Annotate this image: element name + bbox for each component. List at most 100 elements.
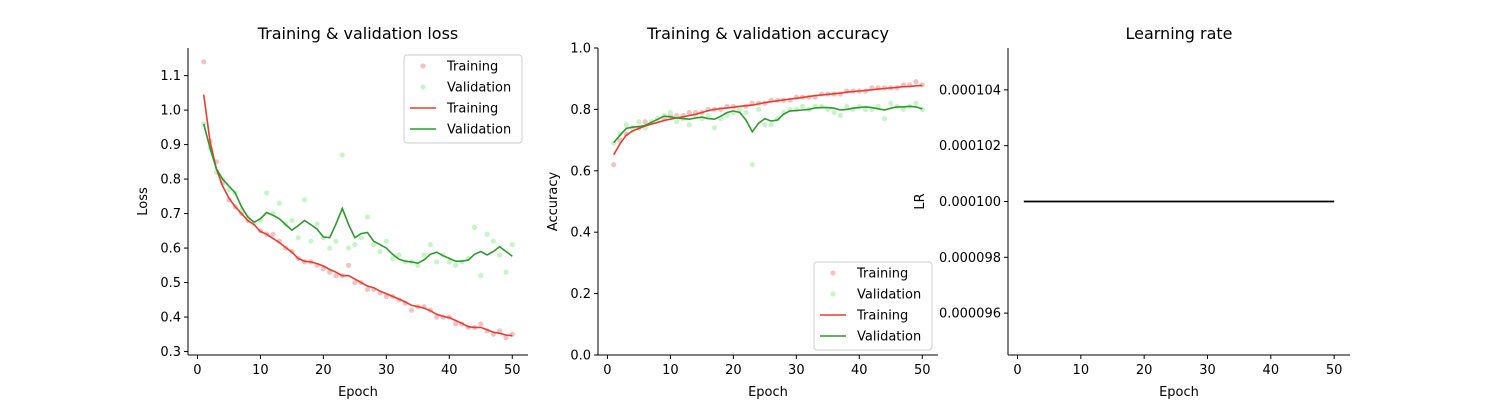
scatter-point bbox=[352, 279, 358, 286]
scatter-point bbox=[408, 307, 415, 313]
x-axis-label: Epoch bbox=[1159, 385, 1199, 400]
scatter-point bbox=[497, 328, 503, 334]
scatter-point bbox=[667, 109, 674, 116]
x-tick-label: 40 bbox=[851, 363, 868, 378]
scatter-point bbox=[434, 259, 440, 265]
legend-marker bbox=[830, 270, 836, 276]
scatter-point bbox=[762, 122, 768, 128]
scatter-point bbox=[503, 269, 509, 275]
y-tick-label: 0.7 bbox=[160, 207, 181, 222]
chart-panel-3: 0 10 20 30 40 50 0.000096 0.000098 0.000100 0.000… bbox=[913, 24, 1350, 400]
x-tick-label: 40 bbox=[1263, 363, 1280, 378]
line-series-validation bbox=[202, 123, 513, 265]
scatter-point bbox=[289, 217, 295, 224]
x-tick-label: 10 bbox=[252, 363, 269, 378]
scatter-point bbox=[333, 238, 339, 244]
scatter-point bbox=[888, 100, 894, 106]
x-tick-label: 30 bbox=[378, 363, 395, 378]
scatter-point bbox=[327, 269, 333, 275]
legend-label: Training bbox=[856, 267, 908, 282]
line-series-validation bbox=[613, 105, 923, 144]
scatter-point bbox=[611, 162, 617, 168]
scatter-series-training bbox=[611, 79, 925, 168]
y-axis-label: LR bbox=[913, 193, 928, 209]
scatter-point bbox=[724, 112, 730, 119]
scatter-point bbox=[314, 221, 320, 227]
legend-marker bbox=[830, 291, 836, 297]
scatter-point bbox=[446, 259, 452, 265]
scatter-point bbox=[427, 242, 434, 248]
legend-marker bbox=[420, 84, 426, 90]
x-tick-label: 50 bbox=[914, 363, 931, 378]
scatter-series-validation bbox=[201, 121, 515, 279]
y-tick-label: 0.6 bbox=[570, 164, 591, 179]
line-series-training bbox=[202, 94, 513, 337]
scatter-point bbox=[276, 200, 282, 206]
scatter-point bbox=[705, 112, 711, 119]
scatter-point bbox=[737, 106, 743, 112]
line-series-training bbox=[613, 84, 923, 156]
scatter-point bbox=[497, 252, 503, 258]
scatter-point bbox=[295, 235, 301, 241]
scatter-point bbox=[308, 238, 314, 244]
scatter-point bbox=[327, 245, 333, 251]
scatter-point bbox=[415, 262, 421, 268]
scatter-point bbox=[452, 262, 459, 268]
x-tick-label: 20 bbox=[725, 363, 742, 378]
x-tick-label: 30 bbox=[788, 363, 805, 378]
scatter-point bbox=[471, 224, 478, 230]
y-tick-label: 1.0 bbox=[570, 42, 591, 57]
scatter-point bbox=[452, 321, 459, 327]
scatter-point bbox=[503, 335, 509, 341]
scatter-point bbox=[345, 245, 352, 251]
x-axis-label: Epoch bbox=[748, 385, 788, 400]
y-tick-label: 1.0 bbox=[160, 104, 181, 119]
scatter-point bbox=[484, 231, 490, 237]
scatter-point bbox=[711, 125, 718, 131]
y-tick-label: 0.8 bbox=[570, 103, 591, 118]
legend-box bbox=[813, 261, 933, 351]
y-tick-label: 0.000100 bbox=[939, 195, 1001, 210]
legend-marker bbox=[420, 63, 426, 69]
y-axis-label: Accuracy bbox=[546, 172, 561, 232]
x-axis-label: Epoch bbox=[338, 385, 378, 400]
scatter-point bbox=[377, 248, 383, 255]
y-tick-label: 0.000098 bbox=[939, 251, 1001, 266]
scatter-point bbox=[642, 119, 648, 125]
scatter-point bbox=[913, 100, 919, 106]
chart-panel-2: 0 10 20 30 40 50 0.0 0.2 0.4 0.6 0.8 1.0 Training & … bbox=[546, 24, 938, 400]
scatter-point bbox=[333, 273, 339, 279]
x-tick-label: 0 bbox=[193, 363, 201, 378]
scatter-point bbox=[478, 321, 484, 327]
scatter-point bbox=[201, 59, 207, 65]
scatter-point bbox=[339, 152, 345, 158]
scatter-point bbox=[396, 252, 402, 258]
legend-label: Validation bbox=[857, 288, 921, 303]
scatter-point bbox=[478, 273, 484, 279]
chart-title: Learning rate bbox=[1125, 24, 1232, 43]
legend-label: Training bbox=[856, 309, 908, 324]
x-tick-label: 30 bbox=[1199, 363, 1216, 378]
scatter-point bbox=[490, 238, 496, 244]
scatter-point bbox=[345, 262, 352, 268]
scatter-point bbox=[421, 252, 427, 258]
scatter-point bbox=[743, 109, 749, 116]
scatter-point bbox=[674, 112, 680, 119]
scatter-point bbox=[383, 238, 389, 244]
scatter-point bbox=[623, 131, 629, 137]
chart-title: Training & validation loss bbox=[257, 24, 459, 43]
scatter-point bbox=[844, 103, 850, 109]
x-tick-label: 50 bbox=[1326, 363, 1343, 378]
chart-title: Training & validation accuracy bbox=[646, 24, 889, 43]
scatter-point bbox=[623, 122, 629, 128]
scatter-point bbox=[364, 214, 371, 220]
scatter-point bbox=[686, 109, 692, 116]
scatter-point bbox=[352, 242, 358, 248]
y-tick-label: 0.9 bbox=[160, 138, 181, 153]
chart-panel-1: 0 10 20 30 40 50 0.3 0.4 0.5 0.6 0.7 0.8 0.9 1.0 1.1 Tr… bbox=[136, 24, 528, 400]
y-tick-label: 0.3 bbox=[160, 345, 181, 360]
legend: Training Validation Training Validation bbox=[813, 261, 933, 351]
scatter-point bbox=[749, 162, 755, 168]
scatter-point bbox=[831, 109, 837, 116]
